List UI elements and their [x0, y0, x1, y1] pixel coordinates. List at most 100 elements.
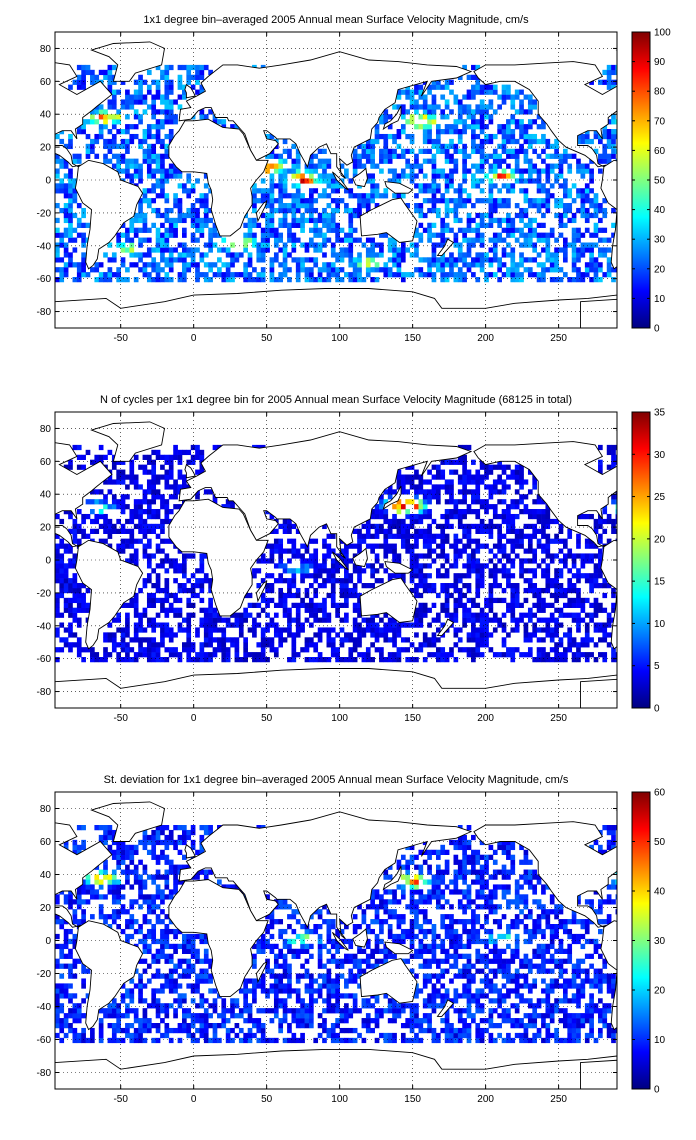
heatmap-cell: [392, 1037, 397, 1044]
heatmap-cell: [138, 509, 143, 515]
heatmap-cell: [295, 1037, 301, 1044]
heatmap-cell: [313, 163, 319, 169]
heatmap-cell: [164, 89, 170, 95]
coastlines: [55, 421, 617, 708]
heatmap-cell: [273, 227, 279, 233]
heatmap-cell: [260, 642, 266, 648]
heatmap-cell: [427, 553, 432, 559]
heatmap-cell: [457, 523, 463, 530]
heatmap-cell: [155, 523, 161, 530]
heatmap-cell: [221, 642, 227, 648]
heatmap-cell: [339, 1027, 345, 1034]
heatmap-cell: [462, 124, 467, 130]
heatmap-cell: [514, 499, 520, 505]
heatmap-cell: [282, 257, 288, 263]
heatmap-cell: [308, 563, 314, 569]
x-tick-label: -50: [113, 713, 128, 724]
heatmap-cell: [339, 592, 345, 599]
heatmap-cell: [269, 642, 275, 648]
heatmap-cell: [471, 163, 476, 169]
heatmap-cell: [598, 1032, 603, 1039]
heatmap-cell: [85, 153, 91, 159]
heatmap-cell: [291, 198, 297, 204]
heatmap-cell: [562, 657, 568, 663]
heatmap-cell: [492, 247, 498, 253]
heatmap-cell: [615, 528, 617, 534]
heatmap-cell: [339, 163, 345, 169]
heatmap-cell: [308, 597, 314, 604]
heatmap-cell: [330, 1027, 336, 1034]
heatmap-cell: [225, 652, 231, 658]
heatmap-cell: [532, 583, 538, 589]
heatmap-cell: [462, 523, 467, 530]
heatmap-cell: [76, 592, 82, 599]
heatmap-cell: [562, 183, 568, 189]
heatmap-cell: [422, 583, 428, 589]
heatmap-cell: [462, 109, 467, 115]
heatmap-cell: [72, 198, 78, 204]
heatmap-cell: [125, 627, 130, 633]
heatmap-cell: [133, 504, 139, 510]
heatmap-cell: [326, 222, 332, 228]
heatmap-cell: [212, 1027, 218, 1034]
heatmap-cell: [554, 622, 559, 628]
heatmap-cell: [190, 647, 196, 653]
heatmap-cell: [435, 148, 441, 154]
heatmap-cell: [326, 553, 332, 559]
heatmap-cell: [379, 563, 384, 569]
heatmap-cell: [94, 518, 100, 525]
heatmap-cell: [199, 464, 205, 470]
heatmap-cell: [129, 163, 135, 169]
heatmap-cell: [527, 232, 533, 238]
heatmap-cell: [138, 252, 143, 258]
heatmap-cell: [466, 504, 472, 510]
heatmap-cell: [203, 642, 209, 648]
heatmap-cell: [567, 627, 573, 633]
heatmap-cell: [330, 222, 336, 228]
heatmap-cell: [352, 148, 358, 154]
heatmap-cell: [409, 119, 415, 125]
heatmap-cell: [580, 203, 586, 209]
heatmap-cell: [571, 637, 577, 643]
heatmap-cell: [527, 533, 533, 539]
heatmap-cell: [76, 272, 82, 278]
heatmap-cell: [138, 74, 143, 80]
heatmap-cell: [598, 548, 603, 554]
heatmap-cell: [173, 227, 178, 233]
heatmap-cell: [519, 568, 524, 574]
heatmap-cell: [155, 232, 161, 238]
heatmap-cell: [199, 607, 205, 613]
heatmap-cell: [278, 538, 284, 544]
heatmap-cell: [409, 1037, 415, 1044]
heatmap-cell: [322, 563, 327, 569]
heatmap-cell: [611, 464, 616, 470]
heatmap-cell: [322, 217, 327, 224]
heatmap-cell: [339, 587, 345, 594]
heatmap-cell: [203, 637, 209, 643]
heatmap-cell: [435, 469, 441, 475]
heatmap-cell: [308, 602, 314, 608]
heatmap-cell: [164, 592, 170, 599]
heatmap-cell: [212, 242, 218, 248]
colorbar-tick-label: 50: [654, 176, 666, 187]
heatmap-cell: [392, 138, 397, 145]
heatmap-cell: [291, 548, 297, 554]
heatmap-cell: [571, 657, 577, 663]
heatmap-cell: [295, 272, 301, 278]
heatmap-cell: [440, 114, 446, 120]
heatmap-cell: [370, 257, 375, 263]
heatmap-cell: [615, 499, 617, 505]
heatmap-cell: [431, 138, 437, 145]
heatmap-cell: [418, 479, 424, 485]
heatmap-cell: [427, 622, 432, 628]
heatmap-cell: [396, 262, 402, 268]
heatmap-cell: [155, 587, 161, 594]
heatmap-cell: [357, 622, 362, 628]
heatmap-cell: [322, 538, 327, 544]
heatmap-cell: [562, 543, 568, 549]
heatmap-cell: [81, 518, 86, 525]
heatmap-cell: [199, 109, 205, 115]
y-tick-label: -20: [37, 208, 52, 219]
heatmap-cell: [444, 592, 450, 599]
heatmap-cell: [532, 553, 538, 559]
